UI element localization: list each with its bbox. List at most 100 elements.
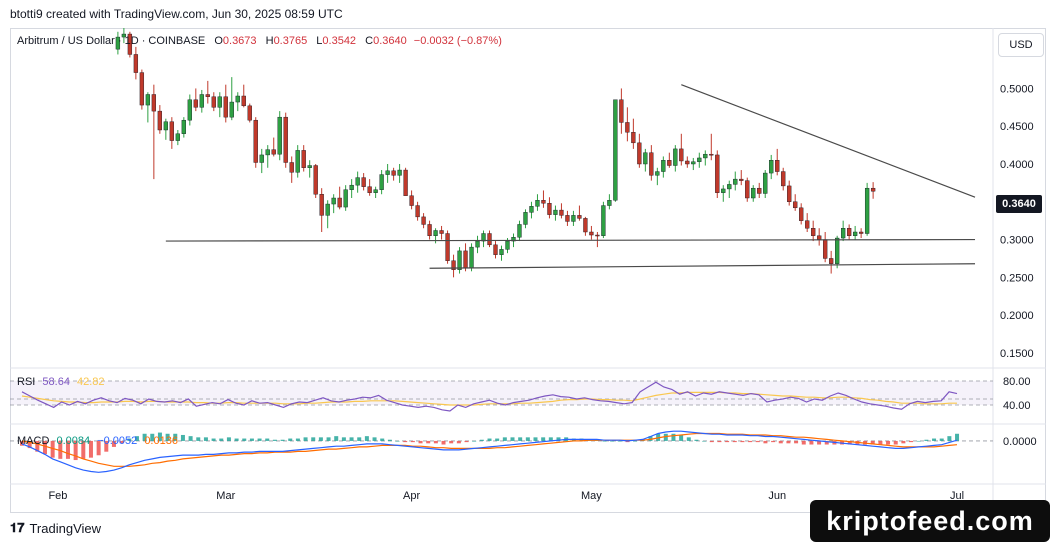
macd-line [21,430,958,473]
candle-body [870,187,876,192]
candle-body [846,228,852,236]
macd-histogram-bar [303,437,308,441]
candle-body [601,205,606,236]
macd-signal-line [21,432,958,467]
low-label: L [316,35,323,47]
candle-body [505,240,510,250]
candle-body [325,203,330,216]
macd-histogram-bar [541,437,546,441]
candle-body [361,177,366,187]
tradingview-footer: 𝟏𝟕 TradingView [10,520,101,536]
macd-histogram-bar [73,440,78,461]
macd-histogram-bar [817,440,822,445]
candle-body [864,187,870,234]
symbol-name: Arbitrum / US Dollar · 1D · COINBASE [17,35,206,47]
macd-histogram-bar [456,440,461,444]
tradingview-brand: TradingView [29,520,102,536]
candle-body [613,99,618,201]
candle-body [769,160,774,174]
macd-histogram-bar [188,436,193,441]
macd-histogram-bar [449,440,454,444]
candle-body [649,152,654,176]
macd-histogram-bar [50,440,55,458]
macd-histogram-bar [518,437,523,441]
macd-histogram-bar [226,437,231,441]
chart-attribution: btotti9 created with TradingView.com, Ju… [10,7,343,21]
macd-histogram-bar [211,438,216,441]
macd-histogram-bar [671,433,676,441]
candle-body [673,148,678,166]
macd-histogram-bar [487,438,492,441]
candle-body [307,165,312,168]
macd-histogram-bar [357,437,362,441]
candle-body [703,153,708,159]
macd-histogram-bar [809,440,814,445]
candle-body [343,189,348,208]
candle-body [259,154,264,163]
macd-histogram-bar [617,440,622,442]
rsi-value: 58.64 [42,376,70,388]
macd-histogram-bar [893,440,898,445]
macd-histogram-bar [771,440,776,443]
macd-histogram-bar [127,438,132,441]
macd-histogram-bar [679,434,684,441]
candle-body [151,94,157,112]
macd-signal-value: −0.0052 [97,435,138,447]
macd-histogram-bar [165,433,170,441]
macd-histogram-bar [142,433,147,441]
candle-body [577,215,582,219]
candle-body [247,105,252,121]
close-value: 0.3640 [373,35,407,47]
chart-frame [10,28,1046,513]
macd-histogram-bar [65,440,70,459]
candle-body [607,200,612,206]
macd-histogram-bar [525,437,530,441]
macd-histogram-bar [380,438,385,441]
macd-histogram-bar [134,436,139,441]
x-tick-label: Feb [48,490,67,502]
candle-body [139,72,145,106]
candle-body [595,234,600,237]
macd-histogram-bar [755,440,760,443]
candle-body [691,161,696,165]
candle-body [709,153,714,156]
candle-body [541,200,546,204]
candle-body [571,215,576,222]
open-value: 0.3673 [222,35,257,47]
candle-body [457,250,462,270]
tradingview-logo-icon: 𝟏𝟕 [10,520,25,535]
candle-body [433,230,438,236]
candle-body [583,218,588,233]
candle-body [787,185,792,202]
candle-body [277,116,282,155]
candle-body [121,33,127,38]
macd-histogram-bar [257,438,262,441]
macd-histogram-bar [203,437,208,441]
candle-body [751,187,756,199]
candle-body [661,160,666,172]
candle-body [852,231,858,236]
macd-histogram-bar [663,433,668,441]
candle-body [391,170,396,176]
candle-body [319,194,324,216]
macd-histogram-bar [157,432,162,441]
candle-body [427,224,432,236]
rsi-legend: RSI 58.64 42.82 [17,376,105,388]
y-tick-label: 0.3000 [1000,235,1034,247]
candle-body [499,249,504,255]
macd-histogram-bar [280,439,285,441]
symbol-legend: Arbitrum / US Dollar · 1D · COINBASE O0.… [17,35,502,47]
macd-histogram-bar [58,440,63,459]
candle-body [763,172,768,194]
currency-button[interactable]: USD [998,33,1044,57]
macd-histogram-bar [234,438,239,441]
trendline [165,238,976,242]
macd-histogram-bar [19,440,24,446]
macd-histogram-bar [610,440,615,442]
candle-body [289,162,294,173]
y-tick-label: 0.1500 [1000,348,1034,360]
candle-body [229,101,234,118]
candle-body [619,99,624,123]
macd-histogram-bar [732,440,737,443]
